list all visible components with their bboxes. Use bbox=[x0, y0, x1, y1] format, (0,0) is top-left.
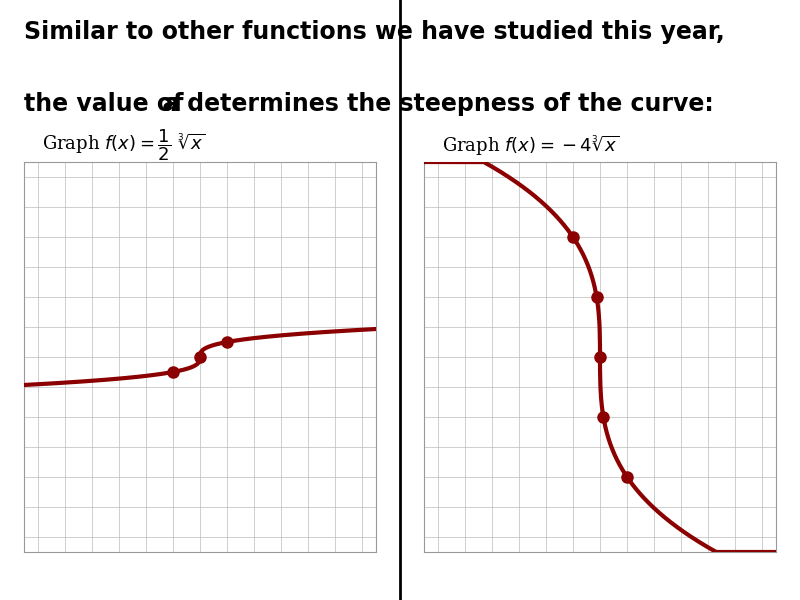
Text: determines the steepness of the curve:: determines the steepness of the curve: bbox=[179, 92, 714, 116]
Text: Graph $f(x) = \dfrac{1}{2}\ \sqrt[3]{x}$: Graph $f(x) = \dfrac{1}{2}\ \sqrt[3]{x}$ bbox=[42, 128, 206, 163]
Text: a: a bbox=[162, 92, 178, 116]
Text: Graph $f(x) = -4\sqrt[3]{x}$: Graph $f(x) = -4\sqrt[3]{x}$ bbox=[442, 133, 619, 158]
Text: the value of: the value of bbox=[24, 92, 192, 116]
Text: Similar to other functions we have studied this year,: Similar to other functions we have studi… bbox=[24, 20, 725, 44]
